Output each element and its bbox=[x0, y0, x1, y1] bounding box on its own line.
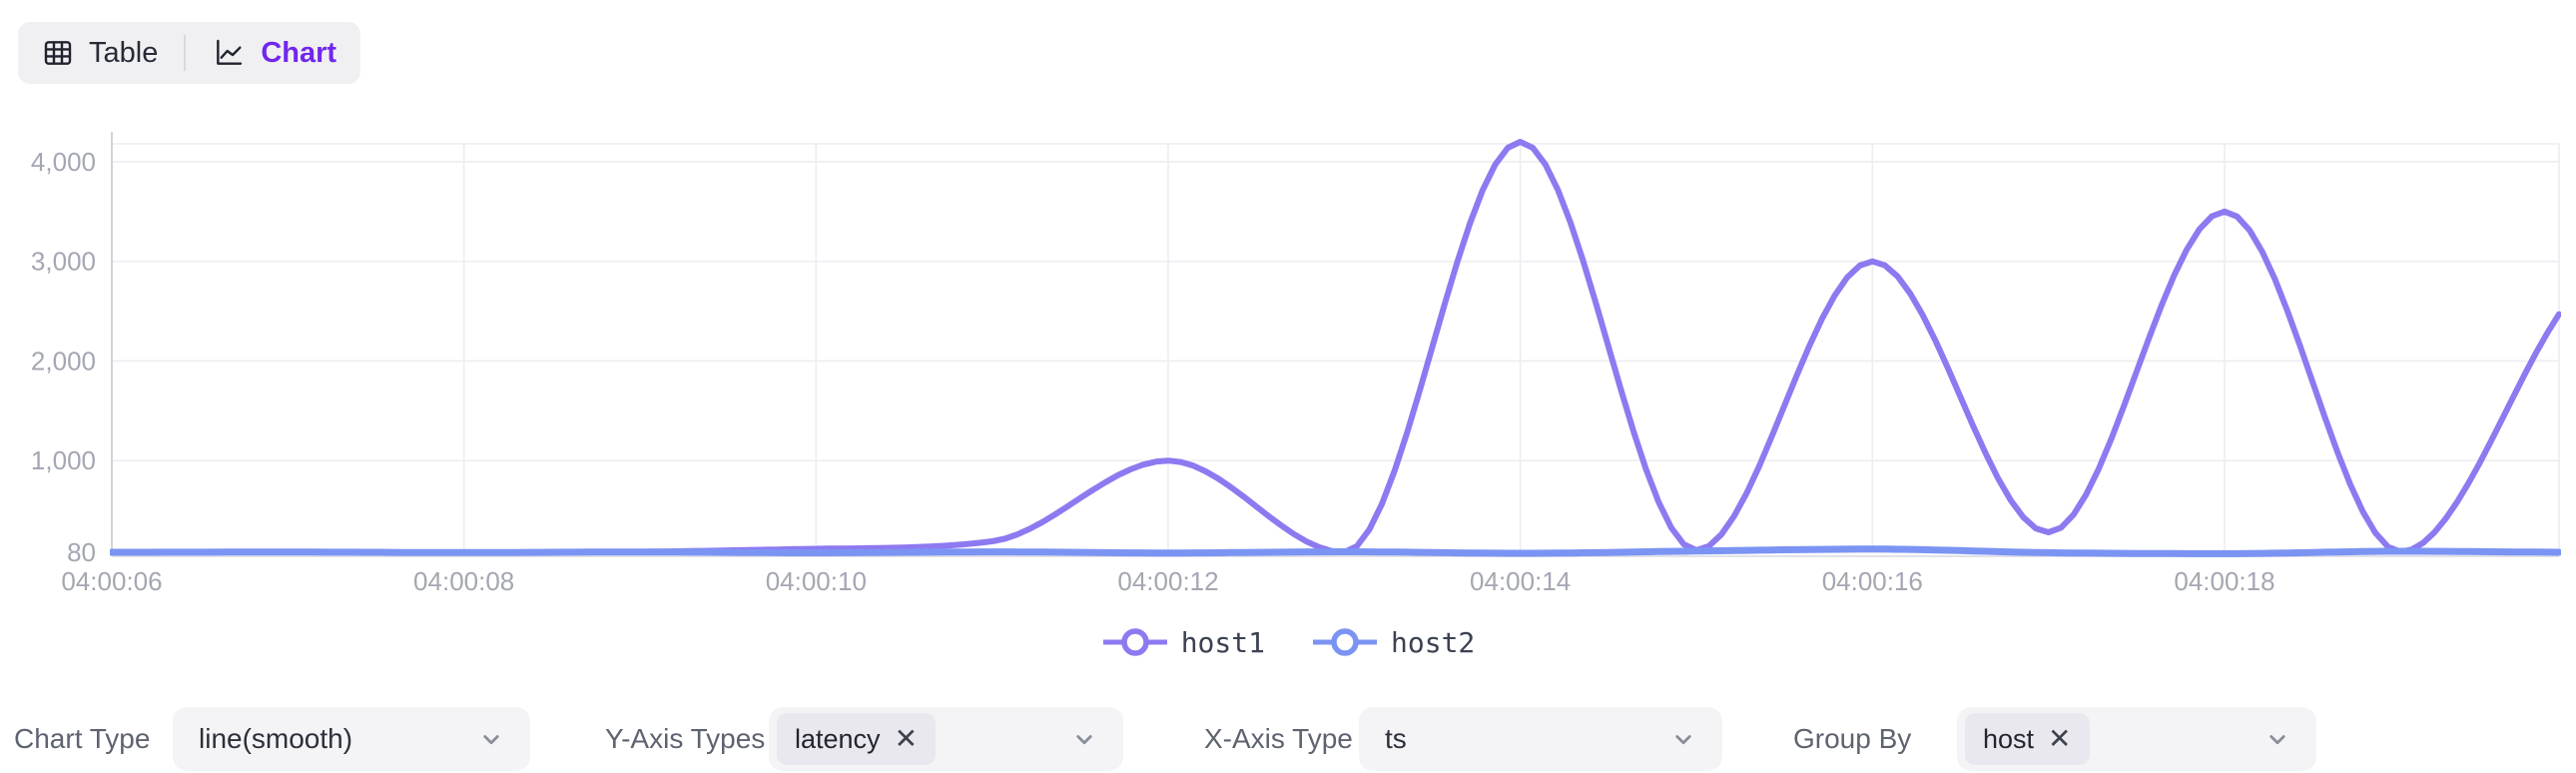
legend-marker-icon bbox=[1102, 628, 1167, 656]
remove-tag-icon[interactable]: ✕ bbox=[2048, 723, 2072, 754]
legend-item-host1[interactable]: host1 bbox=[1101, 626, 1265, 659]
remove-tag-icon[interactable]: ✕ bbox=[894, 723, 919, 754]
x-axis-type-select[interactable]: ts bbox=[1359, 707, 1722, 771]
chart-type-value: line(smooth) bbox=[199, 723, 353, 754]
x-tick-label: 04:00:10 bbox=[766, 566, 867, 596]
y-axis-types-select[interactable]: latency ✕ bbox=[769, 707, 1123, 771]
series-line-host1 bbox=[110, 139, 2561, 555]
x-tick-label: 04:00:08 bbox=[413, 566, 514, 596]
y-tick-label: 80 bbox=[67, 537, 96, 567]
y-axis-tag-latency: latency ✕ bbox=[777, 713, 937, 765]
legend-item-host2[interactable]: host2 bbox=[1311, 626, 1475, 659]
chevron-down-icon bbox=[2269, 735, 2285, 745]
view-toggle: Table Chart bbox=[18, 22, 361, 84]
group-by-tag-host: host ✕ bbox=[1965, 713, 2090, 765]
x-tick-label: 04:00:16 bbox=[1822, 566, 1923, 596]
x-tick-label: 04:00:12 bbox=[1117, 566, 1218, 596]
chart-type-label: Chart Type bbox=[14, 723, 151, 754]
x-tick-label: 04:00:06 bbox=[61, 566, 162, 596]
x-axis-type-value: ts bbox=[1385, 723, 1407, 754]
toggle-divider bbox=[184, 35, 187, 71]
y-tick-label: 3,000 bbox=[31, 247, 96, 277]
chart-type-select[interactable]: line(smooth) bbox=[173, 707, 530, 771]
table-view-label: Table bbox=[89, 36, 159, 69]
x-axis-type-label: X-Axis Type bbox=[1204, 723, 1353, 754]
table-icon bbox=[44, 41, 72, 65]
group-by-label: Group By bbox=[1793, 723, 1912, 754]
chevron-down-icon bbox=[1675, 735, 1691, 745]
y-axis-tag-text: latency bbox=[795, 723, 881, 754]
chart-view-button[interactable]: Chart bbox=[212, 37, 336, 70]
y-tick-label: 4,000 bbox=[31, 147, 96, 177]
chart-view-label: Chart bbox=[261, 36, 337, 69]
chevron-down-icon bbox=[1076, 735, 1092, 745]
legend-marker-icon bbox=[1313, 628, 1377, 656]
x-tick-label: 04:00:14 bbox=[1470, 566, 1571, 596]
y-tick-label: 2,000 bbox=[31, 346, 96, 376]
table-view-button[interactable]: Table bbox=[42, 37, 158, 70]
y-axis-types-label: Y-Axis Types bbox=[605, 723, 766, 754]
chart-legend: host1 host2 bbox=[0, 615, 2576, 669]
y-tick-label: 1,000 bbox=[31, 445, 96, 475]
series-line-host2 bbox=[110, 545, 2561, 557]
x-tick-label: 04:00:18 bbox=[2174, 566, 2274, 596]
group-by-tag-text: host bbox=[1983, 723, 2035, 754]
chart-icon bbox=[217, 39, 243, 65]
chart-controls: Chart Type line(smooth) Y-Axis Types lat… bbox=[0, 707, 2576, 771]
chevron-down-icon bbox=[483, 735, 499, 745]
legend-label: host2 bbox=[1391, 625, 1476, 659]
legend-label: host1 bbox=[1180, 625, 1265, 659]
group-by-select[interactable]: host ✕ bbox=[1957, 707, 2316, 771]
